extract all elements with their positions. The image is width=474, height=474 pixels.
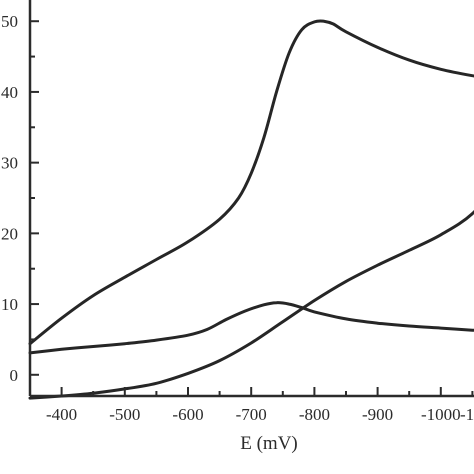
tick-labels: -400 -500 -600 -700 -800 -900 -1000 -1 0 10 20 30 40… <box>1 12 474 424</box>
x-tick-label: -900 <box>362 405 393 424</box>
plot-area <box>28 19 474 400</box>
x-tick-label: -500 <box>109 405 140 424</box>
x-tick-label: -700 <box>236 405 267 424</box>
y-tick-label: 30 <box>1 154 18 173</box>
series-1-line <box>28 19 474 346</box>
y-tick-label: 20 <box>1 224 18 243</box>
x-tick-label: -800 <box>299 405 330 424</box>
x-tick-label: -1000 <box>421 405 461 424</box>
series-3-line <box>28 209 474 400</box>
x-tick-label: -400 <box>46 405 77 424</box>
x-axis-title: E (mV) <box>240 433 298 454</box>
x-tick-label: -1 <box>460 405 474 424</box>
y-tick-label: 50 <box>1 12 18 31</box>
ticks <box>30 20 474 396</box>
x-tick-label: -600 <box>172 405 203 424</box>
series-2-line <box>28 301 474 355</box>
y-tick-label: 0 <box>10 366 19 385</box>
y-tick-label: 10 <box>1 295 18 314</box>
y-tick-label: 40 <box>1 83 18 102</box>
